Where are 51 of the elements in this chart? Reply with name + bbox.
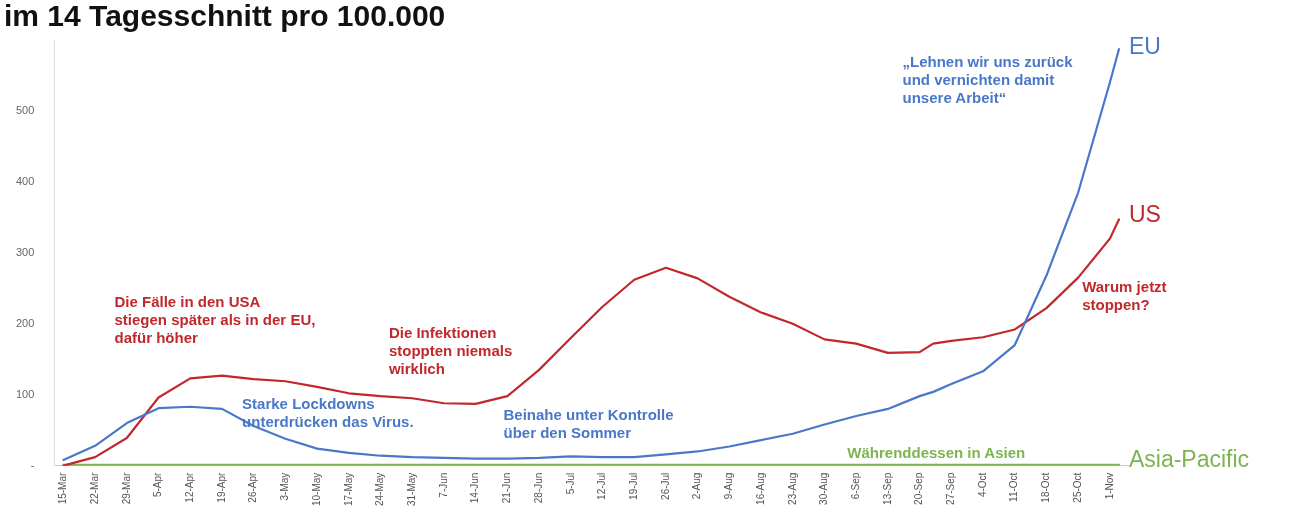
x-tick-label: 13-Sep bbox=[881, 472, 893, 505]
x-tick-label: 6-Sep bbox=[849, 472, 861, 500]
annotation: Warum jetzt stoppen? bbox=[1082, 278, 1167, 314]
x-tick-label: 12-Jul bbox=[596, 472, 608, 500]
annotation: Beinahe unter Kontrolle über den Sommer bbox=[503, 405, 674, 441]
x-tick-label: 31-May bbox=[405, 472, 417, 507]
series-label: US bbox=[1128, 200, 1161, 227]
x-tick-label: 5-Jul bbox=[564, 472, 576, 495]
annotation: Starke Lockdowns unterdrücken das Virus. bbox=[242, 395, 414, 431]
x-tick-label: 14-Jun bbox=[469, 472, 481, 504]
x-tick-label: 27-Sep bbox=[945, 472, 957, 505]
x-tick-label: 26-Jul bbox=[659, 472, 671, 500]
x-tick-label: 20-Sep bbox=[913, 472, 925, 505]
x-tick-label: 29-Mar bbox=[120, 472, 132, 505]
annotation: Die Infektionen stoppten niemals wirklich bbox=[387, 323, 513, 377]
x-tick-label: 22-Mar bbox=[88, 472, 100, 505]
x-tick-label: 19-Apr bbox=[215, 471, 227, 503]
x-tick-label: 12-Apr bbox=[184, 471, 196, 503]
y-tick-label: 100 bbox=[15, 387, 35, 400]
chart-title: im 14 Tagesschnitt pro 100.000 bbox=[4, 0, 446, 33]
x-tick-label: 10-May bbox=[310, 472, 322, 507]
y-tick-label: - bbox=[30, 458, 35, 471]
x-tick-label: 17-May bbox=[342, 472, 354, 507]
series-label: EU bbox=[1128, 33, 1161, 60]
x-tick-label: 23-Aug bbox=[786, 472, 798, 505]
x-tick-label: 24-May bbox=[374, 472, 386, 507]
x-tick-label: 16-Aug bbox=[754, 472, 766, 505]
x-tick-label: 4-Oct bbox=[976, 472, 988, 498]
x-tick-label: 26-Apr bbox=[247, 471, 259, 503]
x-tick-label: 21-Jun bbox=[501, 472, 513, 504]
x-tick-label: 28-Jun bbox=[532, 472, 544, 504]
x-tick-label: 18-Oct bbox=[1040, 472, 1052, 503]
y-tick-label: 500 bbox=[15, 103, 35, 116]
annotation: Die Fälle in den USA stiegen später als in der EU, dafür höher bbox=[114, 293, 316, 347]
x-tick-label: 1-Nov bbox=[1103, 472, 1115, 500]
x-tick-label: 11-Oct bbox=[1008, 472, 1020, 502]
x-tick-label: 9-Aug bbox=[723, 472, 735, 500]
x-tick-label: 2-Aug bbox=[691, 472, 703, 500]
x-tick-label: 5-Apr bbox=[152, 471, 164, 498]
x-tick-label: 7-Jun bbox=[437, 472, 449, 498]
x-tick-label: 30-Aug bbox=[818, 472, 830, 505]
annotation: „Lehnen wir uns zurück und vernichten damit unsere Arbeit“ bbox=[902, 52, 1074, 106]
x-tick-label: 19-Jul bbox=[627, 472, 639, 500]
x-tick-label: 15-Mar bbox=[57, 472, 69, 505]
x-tick-label: 25-Oct bbox=[1071, 472, 1083, 503]
annotation: Währenddessen in Asien bbox=[847, 443, 1026, 461]
series-label: Asia-Pacific bbox=[1128, 446, 1250, 473]
y-tick-label: 200 bbox=[15, 316, 35, 329]
y-tick-label: 400 bbox=[15, 174, 35, 187]
y-tick-label: 300 bbox=[15, 245, 35, 258]
x-tick-label: 3-May bbox=[279, 472, 291, 501]
